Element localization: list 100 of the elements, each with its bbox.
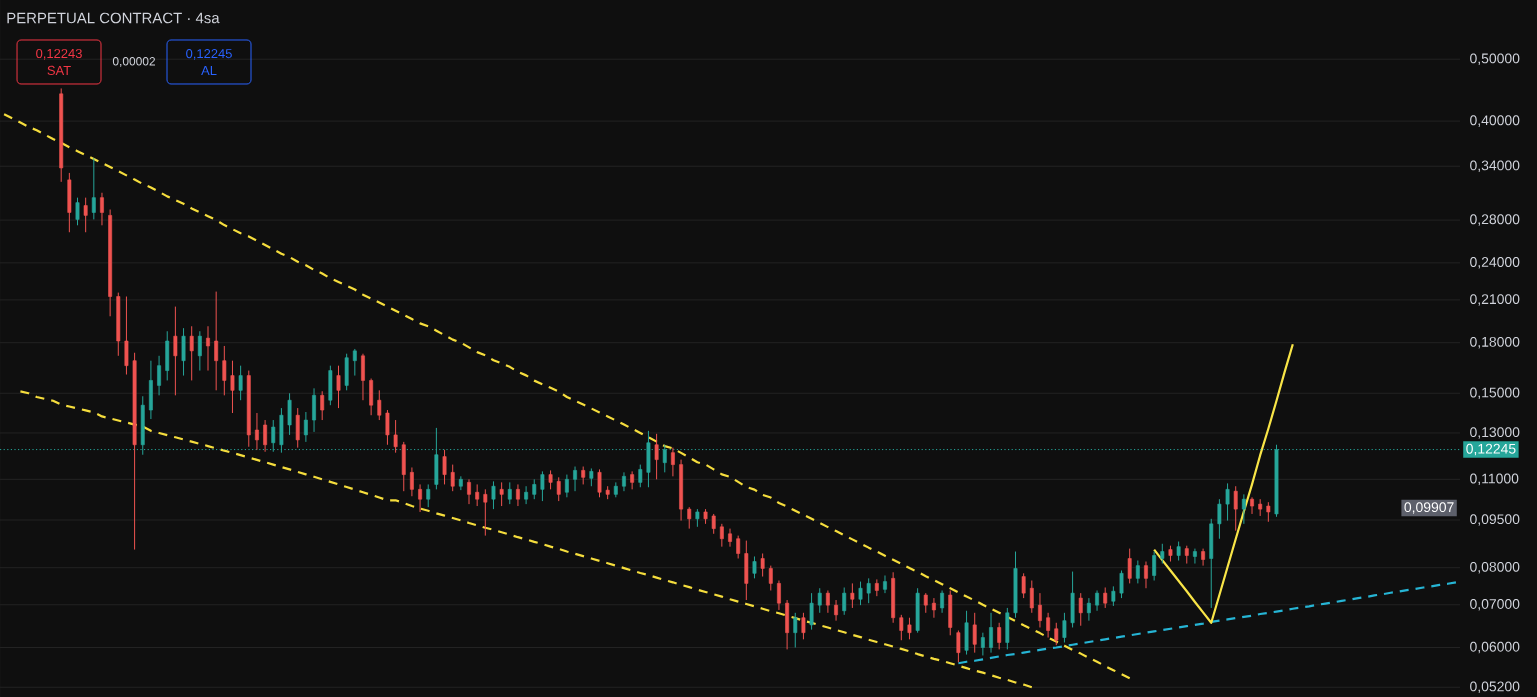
candlestick <box>1225 482 1230 522</box>
y-tick-label: 0,21000 <box>1470 294 1520 306</box>
candlestick <box>972 612 977 654</box>
candlestick <box>507 481 512 505</box>
candlestick <box>263 419 268 453</box>
candlestick <box>736 535 741 559</box>
candlestick <box>752 555 757 579</box>
candlestick <box>385 409 390 446</box>
candlestick <box>467 478 471 505</box>
candlestick <box>825 589 830 614</box>
candlestick <box>516 483 520 507</box>
candlestick <box>499 481 504 507</box>
y-tick-label: 0,05200 <box>1470 681 1520 693</box>
candlestick <box>173 306 178 396</box>
candlestick <box>83 197 88 233</box>
annotation: 0,12245 <box>186 48 232 60</box>
candlestick <box>630 470 635 490</box>
candlestick <box>222 345 227 396</box>
candlestick <box>1144 561 1148 589</box>
candlestick <box>1160 543 1165 565</box>
candlestick <box>834 599 838 622</box>
candlestick <box>1054 622 1059 646</box>
candlestick <box>238 365 243 401</box>
candlestick <box>1176 541 1181 562</box>
candlestick <box>728 528 732 548</box>
candlestick <box>1266 501 1271 523</box>
candlestick <box>1029 580 1034 614</box>
candlestick <box>1095 589 1099 612</box>
y-tick-label: 0,28000 <box>1470 214 1520 226</box>
candlestick <box>189 325 194 381</box>
candlestick <box>817 587 822 614</box>
candlestick <box>907 617 912 640</box>
candlestick <box>1241 493 1246 525</box>
annotation: 0,09907 <box>1404 502 1454 514</box>
candlestick <box>1103 586 1108 609</box>
candlestick <box>1127 548 1132 584</box>
candlestick <box>230 360 235 414</box>
candlestick <box>320 390 325 421</box>
candlestick <box>662 444 667 473</box>
candlestick <box>1233 485 1238 532</box>
candlestick <box>687 506 692 530</box>
ref-line-label: 0,12245 <box>1466 443 1516 456</box>
candlestick <box>426 483 431 508</box>
candlestick <box>377 389 382 421</box>
y-tick-label: 0,40000 <box>1470 115 1520 127</box>
candlestick <box>1111 585 1116 607</box>
y-tick-label: 0,11000 <box>1470 473 1519 486</box>
candlestick <box>255 412 259 451</box>
candlestick <box>409 466 414 497</box>
candlestick <box>989 612 993 654</box>
candlestick <box>303 411 308 443</box>
text: PERPETUAL CONTRACT · 4sa <box>7 12 220 24</box>
candlestick <box>866 577 871 604</box>
y-tick-label: 0,09500 <box>1470 514 1520 526</box>
candlestick <box>940 589 945 614</box>
annotation: 0,12243 <box>36 48 82 60</box>
candlestick <box>556 476 561 502</box>
y-tick-label: 0,06000 <box>1470 641 1520 654</box>
candlestick <box>883 574 887 594</box>
y-tick-label: 0,15000 <box>1470 387 1520 400</box>
candlestick <box>1135 560 1140 584</box>
candlestick <box>1046 612 1051 639</box>
candlestick <box>1062 612 1067 643</box>
candlestick <box>768 565 773 591</box>
candlestick <box>100 192 104 226</box>
candlestick <box>760 553 765 578</box>
annotation: SAT <box>47 65 71 76</box>
candlestick <box>548 469 553 490</box>
candlestick <box>336 365 341 409</box>
candlestick <box>532 478 537 500</box>
candlestick <box>809 592 814 631</box>
candlestick <box>483 488 488 537</box>
candlestick <box>1038 592 1042 628</box>
candlestick <box>980 632 985 656</box>
candlestick <box>850 582 855 609</box>
candlestick <box>1078 592 1083 627</box>
candlestick <box>1152 551 1157 582</box>
annotation: 0,00002 <box>112 57 156 67</box>
candlestick <box>1021 572 1026 599</box>
y-tick-label: 0,08000 <box>1470 561 1520 574</box>
line-series <box>2 113 1131 680</box>
candlestick <box>157 355 161 396</box>
candlestick <box>418 483 422 513</box>
annotation: AL <box>201 66 217 75</box>
candlestick <box>654 433 659 480</box>
candlestick <box>597 468 602 498</box>
candlestick <box>1250 496 1254 515</box>
candlestick <box>524 485 529 505</box>
candlestick <box>564 474 569 498</box>
candlestick <box>206 325 210 372</box>
candlestick <box>670 447 675 477</box>
y-tick-label: 0,50000 <box>1470 53 1520 65</box>
y-tick-label: 0,07000 <box>1470 598 1520 611</box>
candlestick <box>777 580 781 611</box>
candlestick <box>1201 548 1206 567</box>
candlestick <box>1086 597 1091 622</box>
candlestick <box>393 419 398 454</box>
candlestick <box>719 523 724 548</box>
candlestick <box>75 197 80 226</box>
candlestick <box>801 612 806 640</box>
